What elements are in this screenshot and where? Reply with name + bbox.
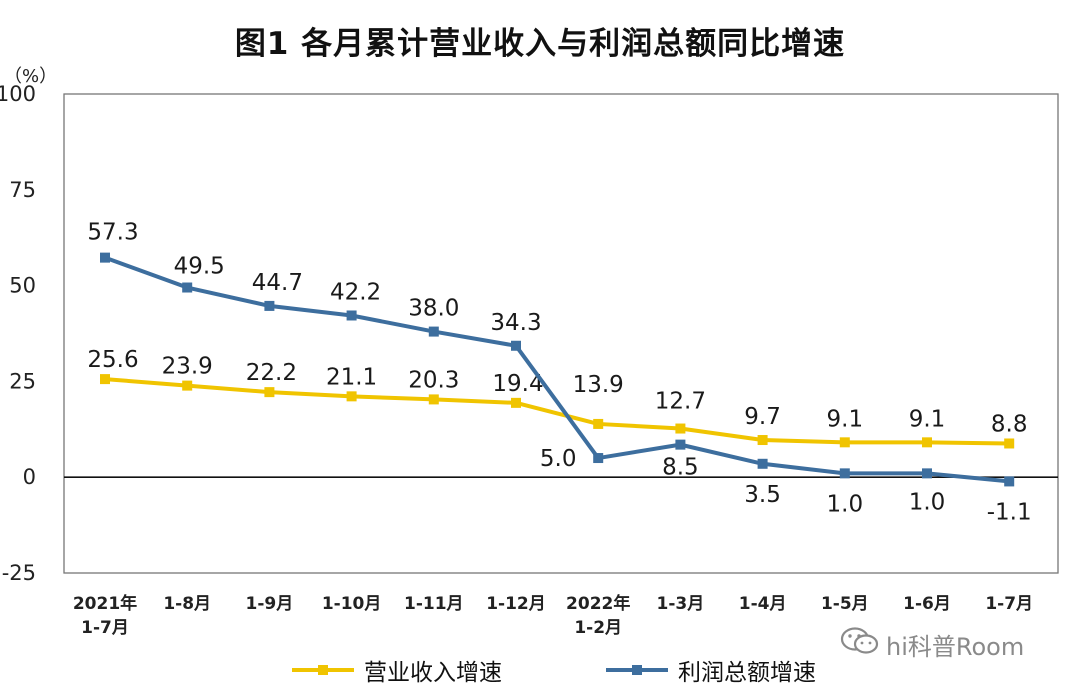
legend-item-profit: 利润总额增速 <box>606 652 816 688</box>
x-tick-label: 2021年 <box>73 593 137 614</box>
wechat-icon <box>840 626 880 662</box>
data-point-s0-10 <box>922 437 932 448</box>
x-tick-label: 1-11月 <box>404 594 464 614</box>
x-tick-label: 1-10月 <box>322 594 382 614</box>
data-point-s0-3 <box>346 391 357 402</box>
data-point-s0-7 <box>675 423 686 434</box>
plot-area-frame <box>63 93 1059 574</box>
data-label-s0-11: 8.8 <box>991 411 1028 437</box>
data-label-s1-10: 1.0 <box>909 489 946 515</box>
legend-label-revenue: 营业收入增速 <box>364 660 502 686</box>
x-tick-label: 1-7月 <box>81 618 129 638</box>
series-line-0 <box>104 377 1010 446</box>
data-label-s1-2: 44.7 <box>252 270 303 296</box>
x-tick-label: 2022年 <box>566 593 630 614</box>
data-label-s1-7: 8.5 <box>662 455 699 481</box>
data-point-s1-6 <box>593 453 604 464</box>
data-point-s0-2 <box>264 387 275 398</box>
data-label-s1-3: 42.2 <box>330 279 381 305</box>
x-tick-label: 1-6月 <box>903 594 951 614</box>
data-point-s1-7 <box>675 439 686 450</box>
data-label-s1-1: 49.5 <box>174 254 225 280</box>
data-label-s0-10: 9.1 <box>909 406 946 432</box>
data-point-s0-8 <box>757 435 768 446</box>
legend-item-revenue: 营业收入增速 <box>292 652 502 688</box>
x-tick-label: 1-9月 <box>246 594 294 614</box>
data-point-s1-10 <box>922 468 932 479</box>
x-tick-label: 1-3月 <box>657 594 705 614</box>
data-label-s1-5: 34.3 <box>490 310 541 336</box>
data-point-s0-11 <box>1004 438 1015 449</box>
data-label-s0-7: 12.7 <box>655 389 706 415</box>
data-point-s1-8 <box>757 458 768 469</box>
x-tick-label: 1-8月 <box>163 594 211 614</box>
x-tick-label: 1-4月 <box>739 594 787 614</box>
y-tick-label: 50 <box>9 274 36 298</box>
data-label-s0-4: 20.3 <box>408 367 459 393</box>
data-point-s1-0 <box>100 252 110 263</box>
data-point-s0-6 <box>593 418 604 429</box>
data-label-s0-9: 9.1 <box>827 406 864 432</box>
data-point-s0-4 <box>428 394 439 405</box>
data-point-s1-3 <box>346 310 357 321</box>
data-label-s0-6: 13.9 <box>573 372 624 398</box>
y-tick-label: -25 <box>2 561 36 585</box>
data-label-s0-8: 9.7 <box>744 404 781 430</box>
x-tick-label: 1-7月 <box>985 594 1033 614</box>
data-label-s1-4: 38.0 <box>408 296 459 322</box>
data-point-s0-1 <box>182 380 193 391</box>
data-label-s0-3: 21.1 <box>326 364 377 390</box>
watermark-text: hi科普Room <box>886 632 1025 661</box>
y-tick-label: 25 <box>9 369 36 393</box>
legend-swatch-revenue <box>292 665 354 675</box>
data-point-s0-9 <box>839 437 850 448</box>
x-tick-label: 1-12月 <box>486 594 546 614</box>
legend-marker-revenue <box>318 665 328 675</box>
data-point-s1-4 <box>428 326 439 337</box>
data-point-s1-5 <box>511 340 521 351</box>
data-point-s0-0 <box>100 374 110 385</box>
legend-swatch-profit <box>606 665 668 675</box>
chart-title: 图1 各月累计营业收入与利润总额同比增速 <box>234 26 846 62</box>
legend: 营业收入增速 利润总额增速 <box>0 652 1080 688</box>
line-chart: -25 0 25 50 75 100 2021年 1-7月 1-8月 1-9月 1-10月 1-11月… <box>0 82 1059 638</box>
data-point-s1-11 <box>1004 476 1015 487</box>
data-label-s1-6: 5.0 <box>540 446 577 472</box>
data-label-s0-0: 25.6 <box>87 347 138 373</box>
data-label-s0-2: 22.2 <box>246 360 297 386</box>
series-line-1 <box>104 255 1010 484</box>
data-label-s1-8: 3.5 <box>744 482 781 508</box>
x-tick-label: 1-2月 <box>574 618 622 638</box>
y-tick-label: 0 <box>23 465 36 489</box>
data-label-s0-1: 23.9 <box>162 354 213 380</box>
data-point-s0-5 <box>511 397 521 408</box>
legend-marker-profit <box>632 665 642 675</box>
watermark: hi科普Room <box>840 626 1024 662</box>
data-point-s1-1 <box>182 282 193 293</box>
data-point-s1-2 <box>264 300 275 311</box>
y-axis-unit-label: （%） <box>4 66 58 87</box>
data-label-s1-0: 57.3 <box>87 220 138 246</box>
data-point-s1-9 <box>839 468 850 479</box>
y-tick-label: 100 <box>0 82 36 106</box>
data-label-s1-11: -1.1 <box>987 499 1032 525</box>
legend-label-profit: 利润总额增速 <box>678 660 816 686</box>
data-label-s1-9: 1.0 <box>827 491 864 517</box>
x-tick-label: 1-5月 <box>821 594 869 614</box>
y-tick-label: 75 <box>9 178 36 202</box>
